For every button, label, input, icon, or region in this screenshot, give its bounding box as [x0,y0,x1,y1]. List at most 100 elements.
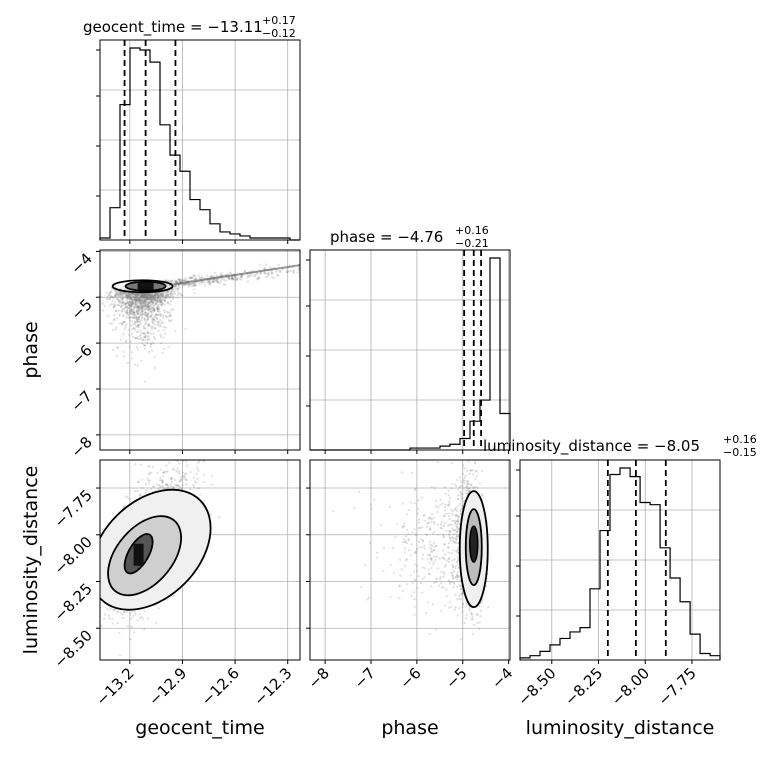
scatter-point [136,293,139,296]
scatter-point [423,519,426,522]
scatter-point [134,611,137,614]
scatter-point [118,322,121,325]
scatter-point [208,282,211,286]
scatter-point [134,296,137,300]
scatter-point [178,278,181,282]
scatter-point [137,324,140,327]
scatter-point [156,292,159,296]
scatter-point [144,293,147,296]
scatter-point [219,279,222,283]
scatter-point [146,330,149,333]
scatter-point [152,299,155,302]
scatter-point [136,323,140,326]
scatter-point [155,302,158,305]
scatter-point [103,304,106,307]
scatter-point [141,312,144,316]
scatter-point [128,311,132,314]
scatter-point [209,281,212,284]
scatter-point [403,538,406,541]
scatter-point [148,295,151,298]
scatter-point [144,292,147,295]
scatter-point [148,293,152,296]
scatter-point [135,318,139,322]
scatter-point [140,336,143,340]
scatter-point [122,300,125,304]
scatter-point [417,521,420,524]
scatter-point [167,456,169,458]
scatter-point [405,535,408,538]
scatter-point [137,293,140,297]
scatter-point [141,294,144,297]
scatter-point [146,317,149,320]
scatter-point [144,299,147,302]
scatter-point [171,280,175,283]
scatter-point [212,280,215,283]
scatter-point [447,524,450,527]
y-tick-label: −8.00 [51,533,96,578]
scatter-point [142,305,145,308]
scatter-point [125,302,128,305]
scatter-point [144,333,147,336]
scatter-point [321,267,323,269]
scatter-point [136,297,139,300]
scatter-point [136,293,139,296]
scatter-point [137,480,140,483]
scatter-point [129,296,132,299]
scatter-point [187,285,190,288]
scatter-point [150,296,153,299]
scatter-point [240,275,243,278]
scatter-point [234,276,237,279]
scatter-point [110,302,113,306]
scatter-point [142,295,145,298]
scatter-point [163,487,166,490]
scatter-point [159,335,163,338]
scatter-point [152,298,155,301]
scatter-point [412,570,416,573]
x-tick-label: −12.9 [145,664,190,709]
scatter-point [176,288,179,291]
scatter-point [247,274,250,277]
scatter-point [137,292,140,295]
scatter-point [124,303,128,306]
scatter-point [143,296,146,299]
scatter-point [176,447,178,449]
scatter-point [138,301,142,304]
scatter-point [167,294,170,297]
scatter-point [328,269,330,271]
scatter-point [137,293,140,296]
scatter-point [151,325,154,329]
scatter-point [149,293,152,296]
scatter-point [173,457,175,459]
scatter-point [149,295,153,298]
scatter-point [141,295,144,299]
scatter-point [144,303,147,306]
scatter-point [146,342,149,345]
scatter-point [168,461,171,464]
scatter-point [119,300,122,304]
scatter-point [201,280,204,283]
scatter-point [405,528,408,531]
scatter-point [152,294,155,297]
scatter-point [143,294,146,298]
scatter-point [175,280,178,283]
scatter-point [146,298,149,301]
scatter-point [169,311,172,314]
title-geocent-time: geocent_time = −13.11 +0.17 −0.12 [83,14,296,40]
scatter-point [427,568,430,571]
scatter-point [190,283,193,286]
scatter-point [108,297,111,300]
density-core [137,282,154,291]
scatter-point [255,277,259,280]
scatter-point [474,477,477,480]
scatter-point [122,616,125,619]
scatter-point [141,292,145,295]
scatter-point [181,294,184,297]
scatter-point [446,559,449,562]
scatter-point [134,337,137,340]
scatter-point [153,307,156,311]
scatter-point [125,295,128,299]
scatter-point [101,309,104,312]
scatter-point [119,305,123,308]
scatter-point [139,303,143,306]
scatter-point [209,281,212,284]
